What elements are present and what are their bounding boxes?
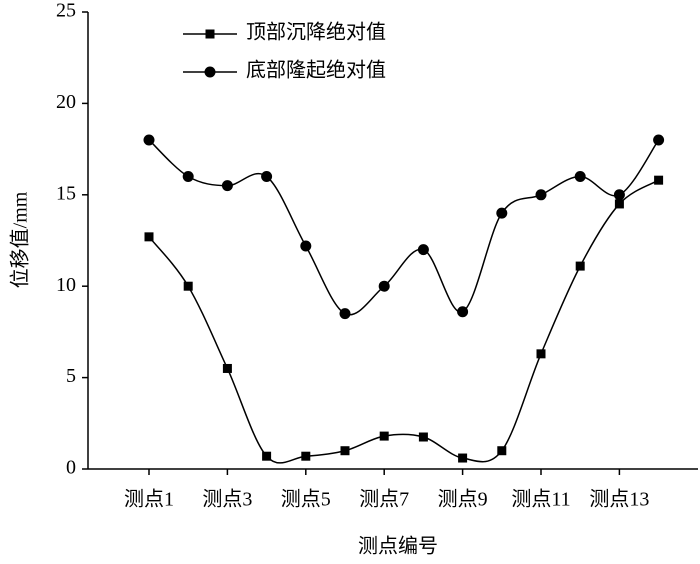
line	[148, 179, 659, 464]
point	[653, 134, 665, 146]
legend-label: 顶部沉降绝对值	[246, 21, 386, 44]
legend-marker	[204, 66, 216, 78]
point	[418, 432, 428, 442]
y-tick-label: 5	[66, 365, 76, 387]
point	[300, 240, 312, 252]
point	[497, 446, 507, 456]
point	[536, 349, 546, 359]
point	[417, 244, 429, 256]
point	[575, 261, 585, 271]
line	[148, 139, 660, 316]
point	[182, 171, 194, 183]
x-tick-label: 测点13	[589, 488, 649, 511]
y-tick-label: 15	[56, 182, 76, 204]
x-axis-label: 测点编号	[358, 535, 438, 558]
point	[378, 280, 390, 292]
x-tick-label: 测点9	[438, 488, 488, 511]
y-tick-label: 10	[56, 274, 76, 296]
point	[144, 232, 154, 242]
point	[379, 431, 389, 441]
point	[614, 199, 624, 209]
y-axis-label: 位移值/mm	[9, 191, 32, 288]
x-tick-label: 测点7	[359, 488, 409, 511]
point	[183, 281, 193, 291]
point	[574, 171, 586, 183]
y-tick-label: 25	[56, 0, 76, 22]
point	[301, 451, 311, 461]
x-tick-label: 测点11	[511, 488, 570, 511]
x-tick-label: 测点5	[281, 488, 331, 511]
point	[654, 175, 664, 185]
x-tick-label: 测点3	[202, 488, 252, 511]
point	[261, 171, 273, 183]
point	[339, 308, 351, 320]
point	[222, 363, 232, 373]
y-tick-label: 20	[56, 91, 76, 113]
point	[457, 306, 469, 318]
point	[496, 207, 508, 219]
y-tick-label: 0	[66, 457, 76, 479]
legend-marker	[205, 29, 215, 39]
point	[143, 134, 155, 146]
point	[613, 189, 625, 201]
point	[262, 451, 272, 461]
x-tick-label: 测点1	[124, 488, 174, 511]
point	[535, 189, 547, 201]
legend-label: 底部隆起绝对值	[246, 59, 386, 82]
point	[340, 446, 350, 456]
point	[458, 453, 468, 463]
point	[221, 180, 233, 192]
